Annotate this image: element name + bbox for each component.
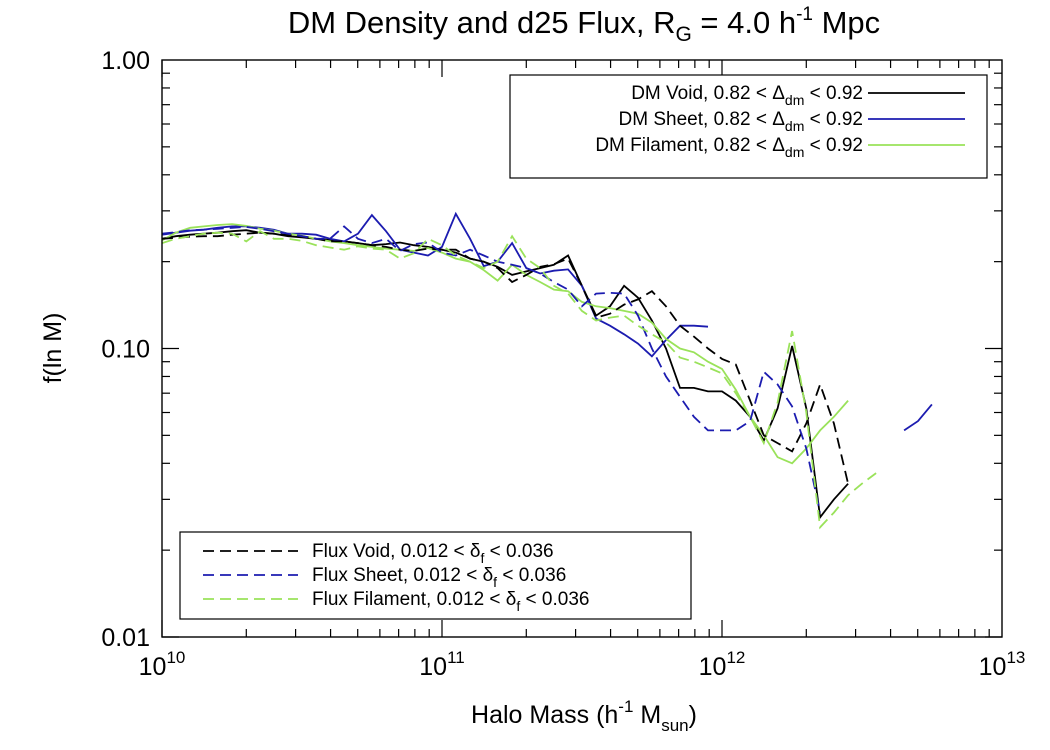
legend-entry-flux_filament: Flux Filament, 0.012 < δf < 0.036 <box>203 589 589 614</box>
legend-label: DM Sheet, 0.82 < Δdm < 0.92 <box>619 109 863 134</box>
x-tick-exponent: 12 <box>726 648 745 667</box>
series-flux_sheet <box>161 225 821 513</box>
y-tick-label: 1.00 <box>101 47 150 75</box>
x-tick-exponent: 11 <box>447 648 465 667</box>
x-tick-base: 10 <box>139 653 167 681</box>
chart-title: DM Density and d25 Flux, RG = 4.0 h-1 Mp… <box>288 4 880 46</box>
x-tick-base: 10 <box>979 653 1007 681</box>
legend-box <box>179 531 692 620</box>
y-tick-label: 0.10 <box>101 336 150 364</box>
legend-label: Flux Void, 0.012 < δf < 0.036 <box>312 541 554 566</box>
legend-entry-dm_sheet: DM Sheet, 0.82 < Δdm < 0.92 <box>619 109 965 134</box>
series-line-flux_filament <box>161 230 877 530</box>
series-dm_sheet <box>161 211 933 432</box>
x-tick-base: 10 <box>699 653 727 681</box>
y-tick-label: 0.01 <box>101 624 150 652</box>
series-line-dm_filament <box>161 223 849 465</box>
x-axis-label: Halo Mass (h-1 Msun) <box>471 697 697 735</box>
x-tick-label: 1012 <box>699 648 746 681</box>
series-dm_void <box>161 229 849 520</box>
legend-label: Flux Filament, 0.012 < δf < 0.036 <box>312 589 589 614</box>
x-tick-exponent: 10 <box>166 648 185 667</box>
x-tick-base: 10 <box>419 653 447 681</box>
legend-entry-dm_filament: DM Filament, 0.82 < Δdm < 0.92 <box>595 135 965 160</box>
x-tick-exponent: 13 <box>1006 648 1025 667</box>
x-tick-label: 1011 <box>419 648 464 681</box>
plot-lines <box>161 211 933 530</box>
legend-entry-flux_void: Flux Void, 0.012 < δf < 0.036 <box>203 541 554 566</box>
series-line-dm_sheet <box>903 403 933 432</box>
x-tick-label: 1010 <box>139 648 186 681</box>
series-dm_filament <box>161 223 849 465</box>
legend-entry-flux_sheet: Flux Sheet, 0.012 < δf < 0.036 <box>203 565 566 590</box>
legend-entry-dm_void: DM Void, 0.82 < Δdm < 0.92 <box>631 83 965 108</box>
x-tick-label: 1013 <box>979 648 1026 681</box>
series-flux_filament <box>161 230 877 530</box>
legend-label: DM Filament, 0.82 < Δdm < 0.92 <box>595 135 863 160</box>
series-line-dm_void <box>161 229 849 520</box>
series-line-dm_sheet <box>161 211 709 358</box>
legend-label: Flux Sheet, 0.012 < δf < 0.036 <box>312 565 566 590</box>
y-axis-label: f(ln M) <box>39 313 67 384</box>
series-line-flux_sheet <box>161 225 821 513</box>
legend-label: DM Void, 0.82 < Δdm < 0.92 <box>631 83 863 108</box>
